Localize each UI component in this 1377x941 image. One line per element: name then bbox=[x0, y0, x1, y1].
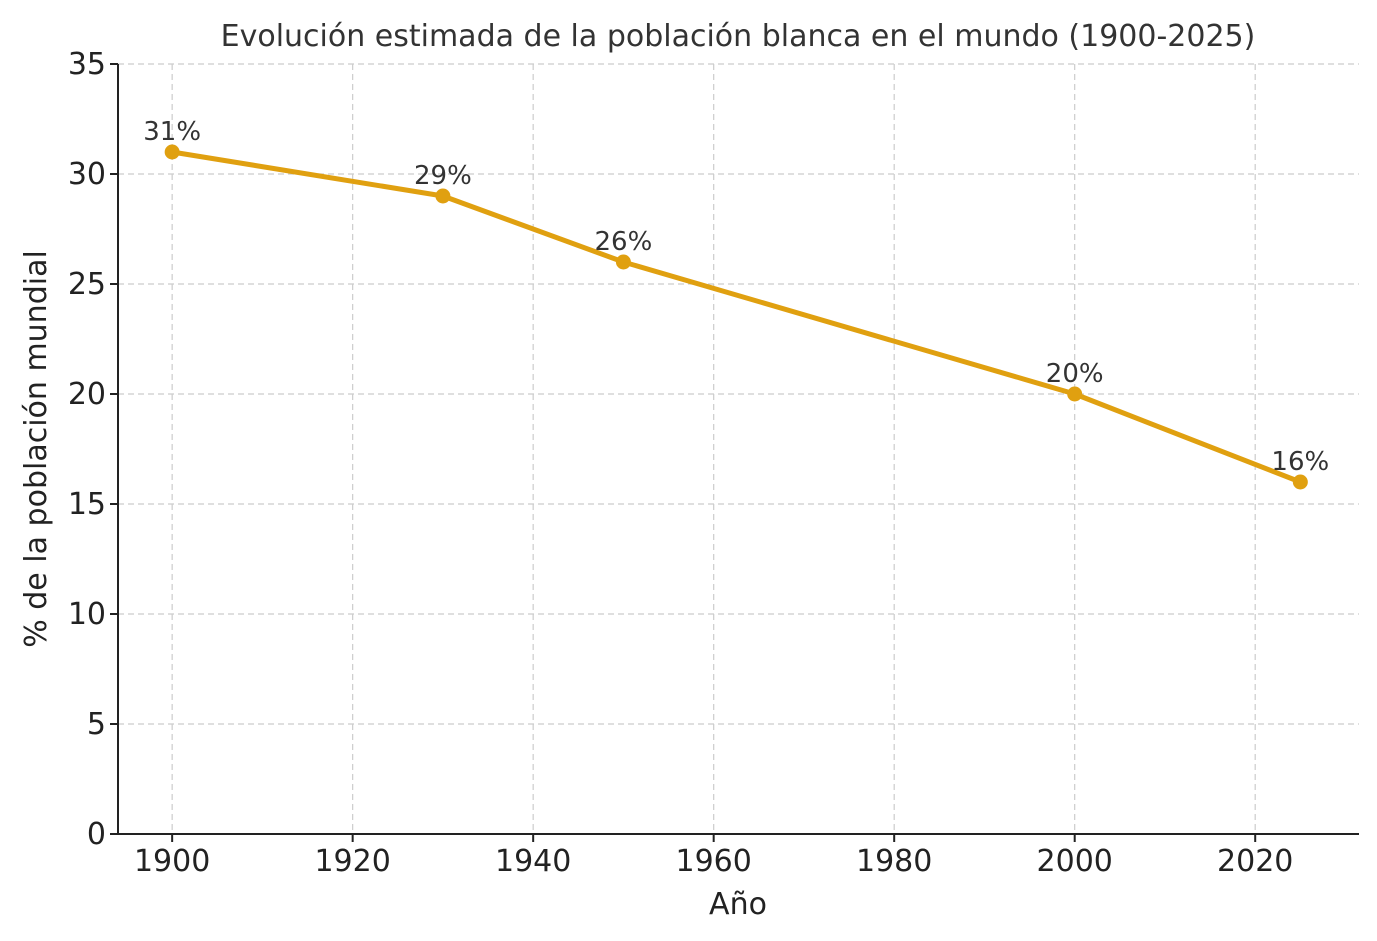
data-label: 20% bbox=[1046, 359, 1104, 389]
ticks: 0 5 10 15 20 25 30 35 1900 1920 1940 1960 1980 2000 20… bbox=[68, 47, 1294, 879]
data-point bbox=[1292, 474, 1308, 490]
y-tick-label: 0 bbox=[87, 817, 106, 852]
series: 31% 29% 26% 20% 16% bbox=[143, 117, 1329, 490]
data-point bbox=[615, 254, 631, 270]
x-tick-label: 1920 bbox=[314, 844, 390, 879]
x-tick-label: 1940 bbox=[495, 844, 571, 879]
y-axis-label: % de la población mundial bbox=[19, 250, 54, 648]
grid bbox=[118, 63, 1359, 834]
y-tick-label: 35 bbox=[68, 47, 106, 82]
x-tick-label: 2000 bbox=[1037, 844, 1113, 879]
data-point bbox=[435, 188, 451, 204]
x-tick-label: 2020 bbox=[1217, 844, 1293, 879]
y-tick-label: 15 bbox=[68, 487, 106, 522]
y-tick-label: 5 bbox=[87, 707, 106, 742]
y-tick-label: 30 bbox=[68, 157, 106, 192]
axes bbox=[117, 64, 1359, 835]
x-tick-label: 1980 bbox=[856, 844, 932, 879]
data-point bbox=[1067, 386, 1083, 402]
y-tick-label: 25 bbox=[68, 267, 106, 302]
chart-title: Evolución estimada de la población blanc… bbox=[221, 19, 1256, 54]
x-tick-label: 1960 bbox=[676, 844, 752, 879]
data-label: 16% bbox=[1271, 447, 1329, 477]
data-point bbox=[164, 144, 180, 160]
y-tick-label: 20 bbox=[68, 377, 106, 412]
y-tick-label: 10 bbox=[68, 597, 106, 632]
x-tick-label: 1900 bbox=[134, 844, 210, 879]
data-label: 26% bbox=[595, 227, 653, 257]
series-line bbox=[169, 149, 1303, 485]
data-label: 31% bbox=[143, 117, 201, 147]
data-label: 29% bbox=[414, 161, 472, 191]
x-axis-label: Año bbox=[709, 887, 767, 922]
